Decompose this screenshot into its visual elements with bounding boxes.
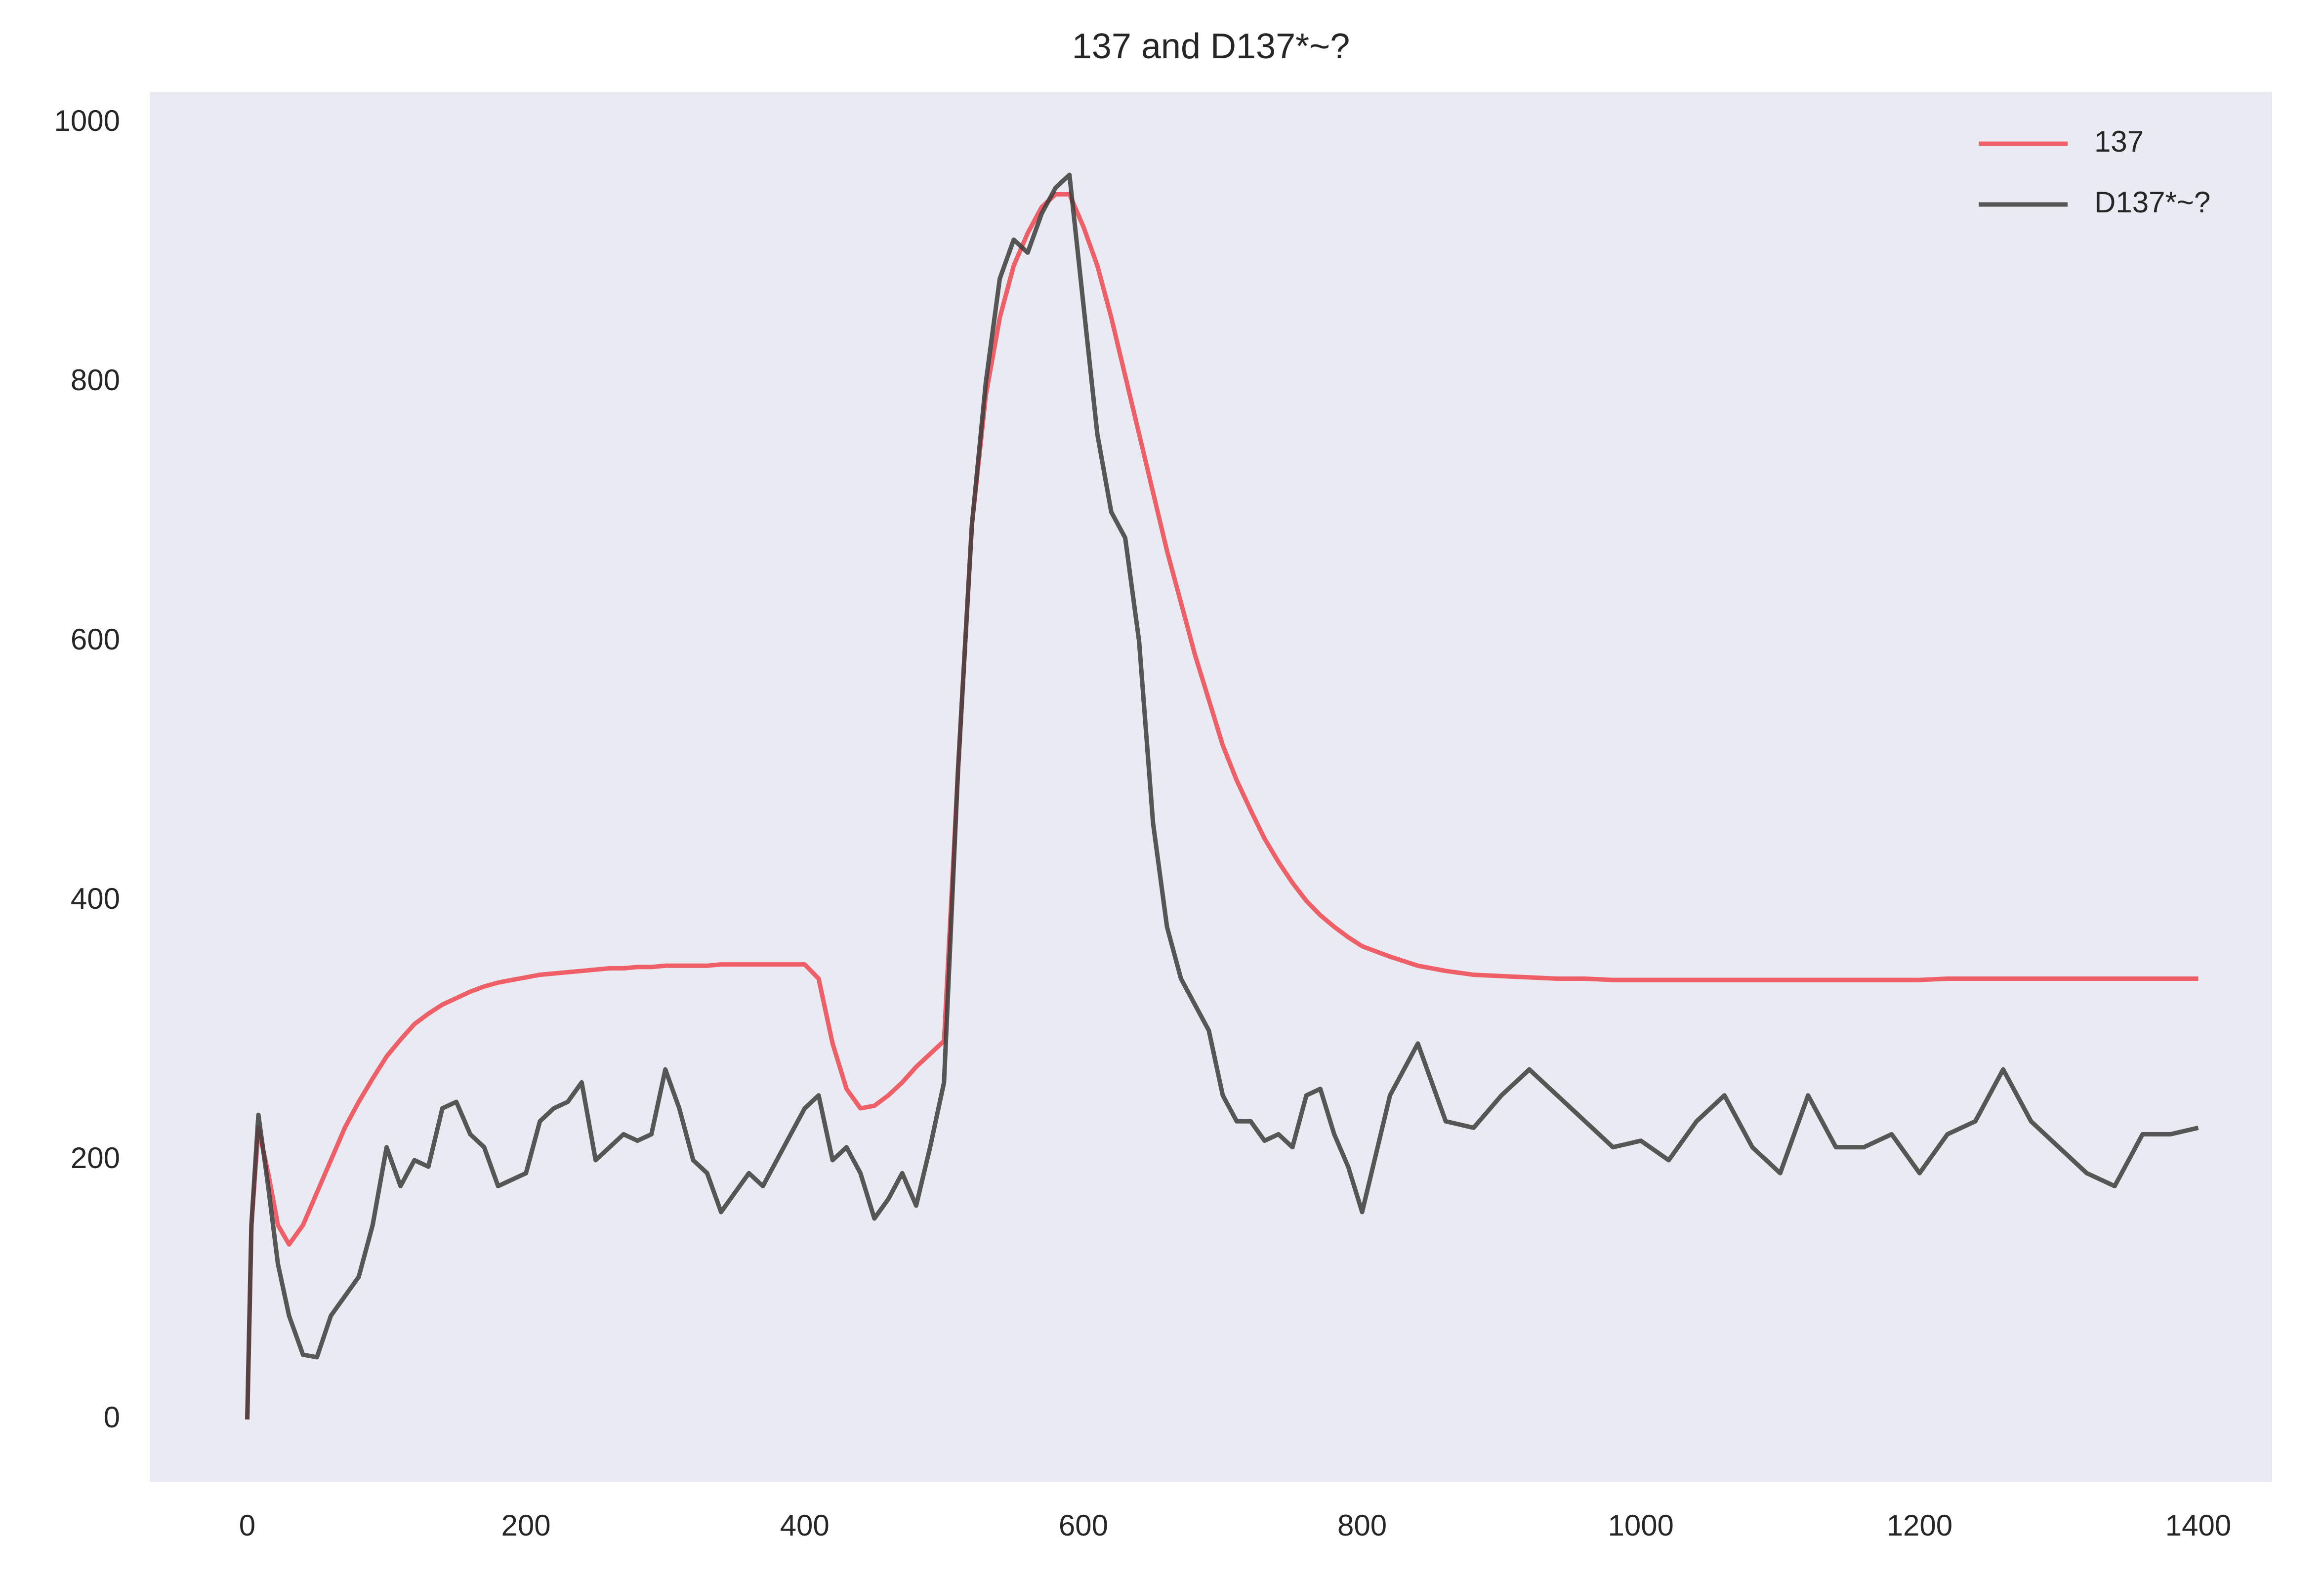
x-tick-label: 600 <box>1059 1509 1108 1542</box>
y-tick-label: 0 <box>104 1401 120 1434</box>
y-tick-label: 800 <box>71 364 120 397</box>
legend-label: D137*~? <box>2094 186 2210 219</box>
x-tick-label: 0 <box>239 1509 255 1542</box>
y-tick-label: 400 <box>71 882 120 915</box>
y-tick-label: 1000 <box>54 104 120 137</box>
y-tick-label: 600 <box>71 623 120 656</box>
plot-area <box>150 92 2272 1482</box>
series-line <box>245 192 2199 1420</box>
x-tick-label: 200 <box>501 1509 551 1542</box>
chart-title: 137 and D137*~? <box>1072 27 1350 66</box>
y-tick-label: 200 <box>71 1141 120 1175</box>
x-tick-label: 1400 <box>2165 1509 2231 1542</box>
series-line <box>245 172 2199 1420</box>
x-tick-label: 400 <box>780 1509 830 1542</box>
x-tick-label: 1000 <box>1608 1509 1673 1542</box>
x-tick-label: 1200 <box>1887 1509 1952 1542</box>
x-tick-label: 800 <box>1337 1509 1387 1542</box>
legend-label: 137 <box>2094 125 2144 158</box>
